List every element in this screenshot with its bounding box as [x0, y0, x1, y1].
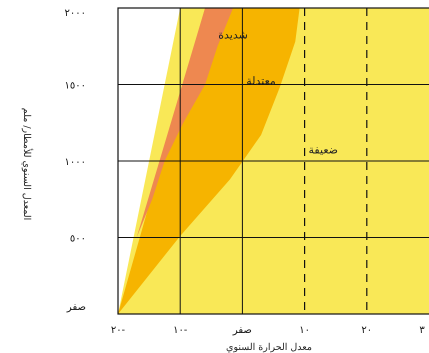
region-label: ضعيفة: [309, 143, 338, 156]
x-tick-label: ١٠-: [173, 325, 187, 336]
region-label: معتدلة: [246, 75, 276, 88]
chart-grid: [118, 8, 429, 314]
y-tick-label: صفر: [66, 302, 86, 313]
y-axis-label: المعدل السنوي للأمطار/ ملم: [21, 108, 33, 220]
y-tick-label: ٢٠٠٠: [65, 8, 86, 19]
x-tick-label: ١٠: [299, 325, 310, 336]
y-tick-label: ١٥٠٠: [65, 81, 86, 92]
plot-border: [117, 7, 429, 315]
axis-ticks: ٢٠- ١٠- صفر ١٠ ٢٠ ٣ صفر ٥٠٠ ١٠٠٠ ١٥٠٠ ٢٠٠٠: [65, 8, 426, 336]
y-tick-label: ٥٠٠: [70, 234, 86, 245]
x-tick-label: صفر: [232, 325, 252, 336]
x-tick-label: ٢٠: [361, 325, 372, 336]
x-tick-label: ٣: [419, 325, 425, 336]
region-3: [136, 8, 234, 238]
region-labels: ضعيفة معتدلة شديدة: [218, 29, 338, 157]
y-tick-label: ١٠٠٠: [65, 157, 86, 168]
x-tick-label: ٢٠-: [111, 325, 125, 336]
plot-frame: [117, 7, 429, 315]
x-axis-label: معدل الحرارة السنوي: [226, 342, 312, 353]
region-label: شديدة: [218, 29, 248, 42]
